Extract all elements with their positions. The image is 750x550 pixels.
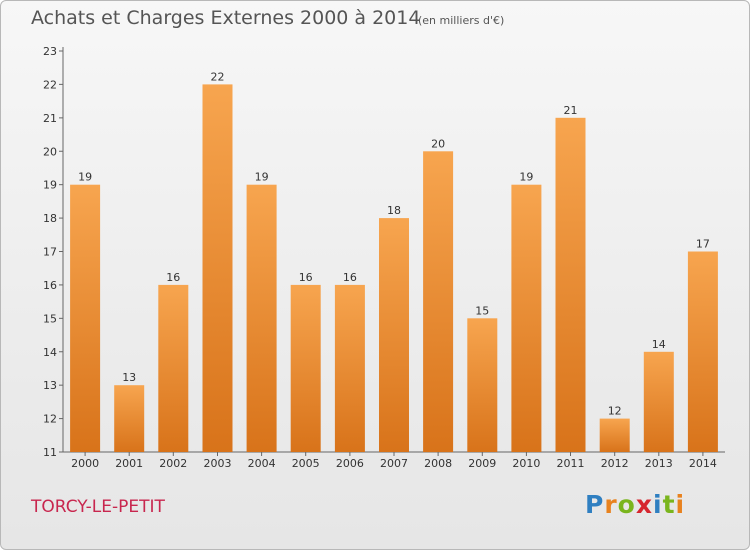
bar bbox=[643, 351, 674, 453]
y-tick-label: 23 bbox=[43, 45, 57, 58]
logo-letter: o bbox=[617, 490, 636, 519]
y-tick-label: 12 bbox=[43, 413, 57, 426]
y-tick-label: 15 bbox=[43, 312, 57, 325]
y-tick-label: 20 bbox=[43, 145, 57, 158]
bar bbox=[423, 151, 454, 453]
bar bbox=[599, 418, 630, 452]
bar bbox=[379, 218, 409, 452]
y-tick-label: 13 bbox=[43, 379, 57, 392]
y-tick-label: 19 bbox=[43, 179, 57, 192]
data-label: 18 bbox=[387, 204, 401, 217]
y-tick-label: 11 bbox=[43, 446, 57, 459]
chart-title: Achats et Charges Externes 2000 à 2014 bbox=[31, 7, 421, 29]
logo-letter: P bbox=[585, 490, 605, 519]
data-label: 16 bbox=[299, 271, 313, 284]
data-label: 13 bbox=[122, 371, 136, 384]
x-tick-label: 2003 bbox=[204, 457, 232, 470]
logo-letter: i bbox=[653, 490, 663, 519]
y-tick-label: 22 bbox=[43, 78, 57, 91]
y-tick-label: 18 bbox=[43, 212, 57, 225]
y-tick-label: 17 bbox=[43, 246, 57, 259]
bar bbox=[70, 184, 101, 452]
x-tick-label: 2010 bbox=[512, 457, 540, 470]
data-label: 12 bbox=[608, 405, 622, 418]
bar bbox=[246, 184, 277, 452]
x-tick-label: 2013 bbox=[645, 457, 673, 470]
data-label: 16 bbox=[166, 271, 180, 284]
data-label: 15 bbox=[475, 304, 489, 317]
x-tick-label: 2001 bbox=[115, 457, 143, 470]
data-label: 17 bbox=[696, 238, 710, 251]
bar bbox=[114, 385, 145, 452]
bar bbox=[555, 117, 586, 453]
bar bbox=[158, 284, 189, 452]
data-label: 19 bbox=[519, 171, 533, 184]
data-label: 20 bbox=[431, 137, 445, 150]
x-tick-label: 2008 bbox=[424, 457, 452, 470]
logo-letter: t bbox=[662, 490, 676, 519]
proxiti-logo[interactable]: Proxiti bbox=[585, 490, 685, 519]
bar bbox=[467, 318, 498, 452]
x-tick-label: 2009 bbox=[468, 457, 496, 470]
x-tick-label: 2002 bbox=[159, 457, 187, 470]
data-label: 22 bbox=[211, 70, 225, 83]
chart-subtitle: (en milliers d'€) bbox=[418, 14, 505, 27]
logo-letter: x bbox=[635, 490, 653, 519]
data-label: 14 bbox=[652, 338, 666, 351]
x-tick-label: 2004 bbox=[248, 457, 276, 470]
data-label: 19 bbox=[255, 171, 269, 184]
data-label: 19 bbox=[78, 171, 92, 184]
x-tick-label: 2007 bbox=[380, 457, 408, 470]
x-tick-label: 2005 bbox=[292, 457, 320, 470]
bar bbox=[334, 284, 365, 452]
y-tick-label: 16 bbox=[43, 279, 57, 292]
logo-letter: r bbox=[604, 490, 618, 519]
data-label: 16 bbox=[343, 271, 357, 284]
bar bbox=[290, 284, 321, 452]
data-label: 21 bbox=[564, 104, 578, 117]
x-tick-label: 2000 bbox=[71, 457, 99, 470]
bar bbox=[687, 251, 718, 452]
bar bbox=[202, 84, 233, 453]
bar bbox=[511, 184, 542, 452]
y-tick-label: 14 bbox=[43, 346, 57, 359]
x-tick-label: 2011 bbox=[557, 457, 585, 470]
x-tick-label: 2014 bbox=[689, 457, 717, 470]
logo-letter: i bbox=[675, 490, 686, 519]
y-tick-label: 21 bbox=[43, 112, 57, 125]
place-name: TORCY-LE-PETIT bbox=[31, 497, 165, 517]
x-tick-label: 2006 bbox=[336, 457, 364, 470]
x-tick-label: 2012 bbox=[601, 457, 629, 470]
